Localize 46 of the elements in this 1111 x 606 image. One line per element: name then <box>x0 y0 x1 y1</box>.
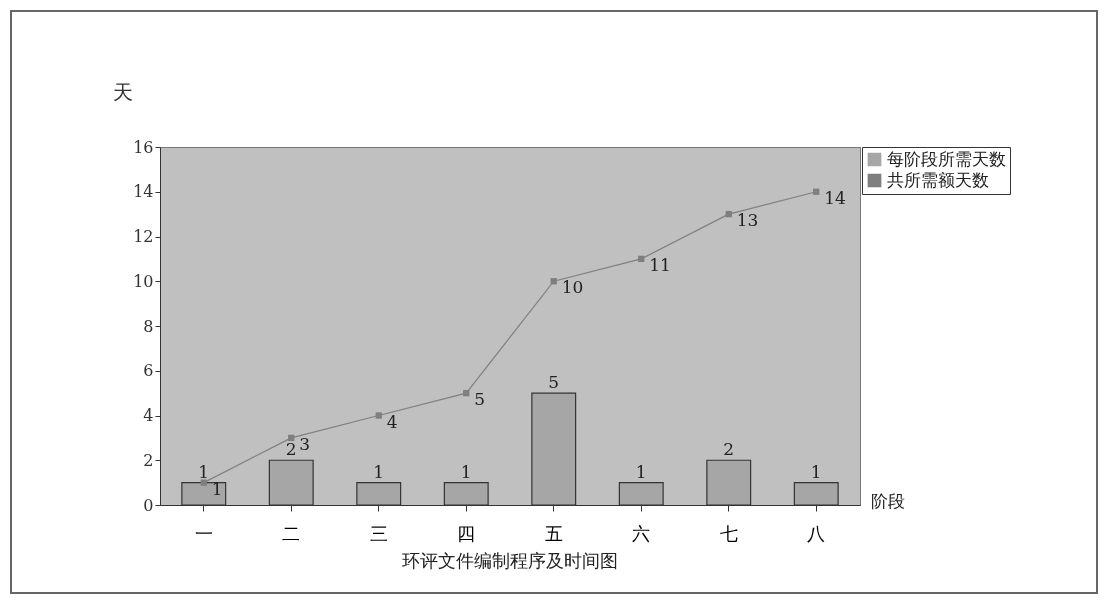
data-label: 1 <box>373 461 385 482</box>
x-tick-label: 八 <box>807 522 826 544</box>
point <box>813 188 820 195</box>
y-tick-label: 6 <box>143 361 154 381</box>
point <box>200 479 207 486</box>
point <box>550 278 557 285</box>
data-label: 4 <box>386 411 398 432</box>
data-label: 14 <box>824 187 846 208</box>
y-tick-label: 2 <box>143 450 154 470</box>
y-axis-title: 天 <box>112 79 133 104</box>
y-tick-label: 14 <box>133 182 154 202</box>
point <box>288 434 295 442</box>
x-tick-label: 四 <box>457 522 476 544</box>
x-tick-label: 二 <box>282 522 301 544</box>
data-label: 1 <box>198 461 210 482</box>
data-label: 5 <box>474 389 486 410</box>
data-label: 11 <box>649 254 671 275</box>
y-tick-label: 12 <box>133 227 154 246</box>
x-tick-label: 五 <box>544 522 563 544</box>
data-label: 13 <box>736 210 759 231</box>
y-tick-label: 10 <box>133 271 154 291</box>
text: 环评文件编制程序及时间图 <box>402 550 618 571</box>
legend-label: 共所需额天数 <box>887 169 989 190</box>
y-tick-label: 0 <box>143 495 154 515</box>
data-label: 10 <box>561 277 584 298</box>
data-label: 1 <box>810 461 822 482</box>
legend-label: 每阶段所需天数 <box>887 148 1006 169</box>
x-tick-label: 六 <box>632 522 651 544</box>
data-label: 2 <box>285 439 297 460</box>
y-tick-label: 8 <box>143 316 154 336</box>
data-label: 1 <box>635 461 647 482</box>
data-label: 1 <box>211 478 223 499</box>
point <box>463 389 470 397</box>
x-tick-label: 七 <box>719 522 738 544</box>
point <box>638 255 645 263</box>
data-label: 2 <box>723 439 735 460</box>
data-label: 1 <box>460 461 472 482</box>
point <box>725 210 732 218</box>
x-tick-label: 一 <box>194 522 213 544</box>
x-tick-label: 三 <box>369 522 388 544</box>
y-tick-label: 4 <box>143 406 154 425</box>
point <box>375 412 382 419</box>
data-label: 3 <box>299 433 311 454</box>
y-tick-label: 16 <box>133 137 154 157</box>
data-label: 5 <box>548 372 560 393</box>
x-axis-title: 阶段 <box>870 490 905 511</box>
